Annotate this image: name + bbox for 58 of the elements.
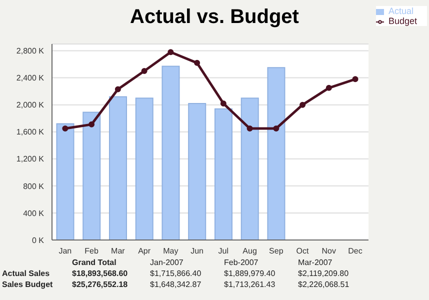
text: $1,648,342.87: [150, 280, 202, 289]
text: Actual Sales: [2, 269, 51, 278]
x-tick-label: Oct: [296, 246, 310, 256]
point: [62, 125, 68, 132]
x-tick-label: Nov: [322, 246, 336, 256]
y-tick-label: 1,200 K: [16, 154, 45, 164]
y-tick-label: 800 K: [23, 182, 45, 191]
bar: [108, 96, 127, 240]
point: [326, 84, 332, 91]
point: [352, 76, 358, 82]
bar: [56, 123, 74, 240]
point: [141, 68, 148, 74]
x-tick-label: Jul: [218, 246, 229, 256]
point: [194, 60, 200, 66]
point: [220, 100, 226, 106]
text: $2,119,209.80: [298, 269, 350, 278]
y-tick-label: 2,000 K: [16, 100, 45, 110]
bar: [214, 108, 232, 240]
bar: [82, 112, 101, 240]
point: [273, 125, 280, 132]
text: $2,226,068.51: [298, 280, 350, 289]
point: [246, 125, 253, 132]
legend-label: Actual: [388, 6, 414, 16]
x-tick-label: Jan: [58, 246, 72, 256]
bar: [240, 98, 259, 240]
x-tick-label: Dec: [348, 246, 362, 256]
text: Feb-2007: [224, 258, 260, 267]
text: $1,889,979.40: [224, 269, 276, 278]
text: Sales Budget: [2, 280, 54, 289]
x-tick-label: Apr: [138, 246, 151, 256]
x-tick-label: May: [163, 246, 178, 256]
text: Jan-2007: [150, 258, 184, 267]
bar: [135, 98, 154, 240]
bar: [267, 67, 286, 240]
text: $18,893,568.60: [72, 269, 129, 278]
x-tick-label: Aug: [242, 246, 257, 256]
y-tick-label: 2,400 K: [16, 74, 45, 83]
x-tick-label: Feb: [84, 246, 99, 256]
bar: [162, 66, 180, 240]
text: Mar-2007: [298, 258, 334, 267]
y-tick-label: 1,600 K: [16, 128, 45, 137]
chart-title: Actual vs. Budget: [130, 6, 299, 28]
point: [300, 102, 306, 108]
legend-label: Budget: [388, 16, 417, 26]
point: [114, 86, 121, 92]
x-tick-label: Sep: [269, 246, 284, 256]
point: [168, 49, 174, 56]
x-tick-label: Mar: [111, 246, 126, 256]
y-tick-label: 400 K: [23, 208, 45, 218]
text: $1,713,261.43: [224, 280, 276, 289]
text: Grand Total: [72, 258, 118, 267]
text: $25,276,552.18: [72, 280, 129, 289]
y-tick-label: 0 K: [32, 236, 45, 245]
point: [88, 121, 95, 128]
x-tick-label: Jun: [190, 246, 204, 256]
text: $1,715,866.40: [150, 269, 202, 278]
y-tick-label: 2,800 K: [16, 46, 45, 56]
bar: [188, 102, 206, 240]
